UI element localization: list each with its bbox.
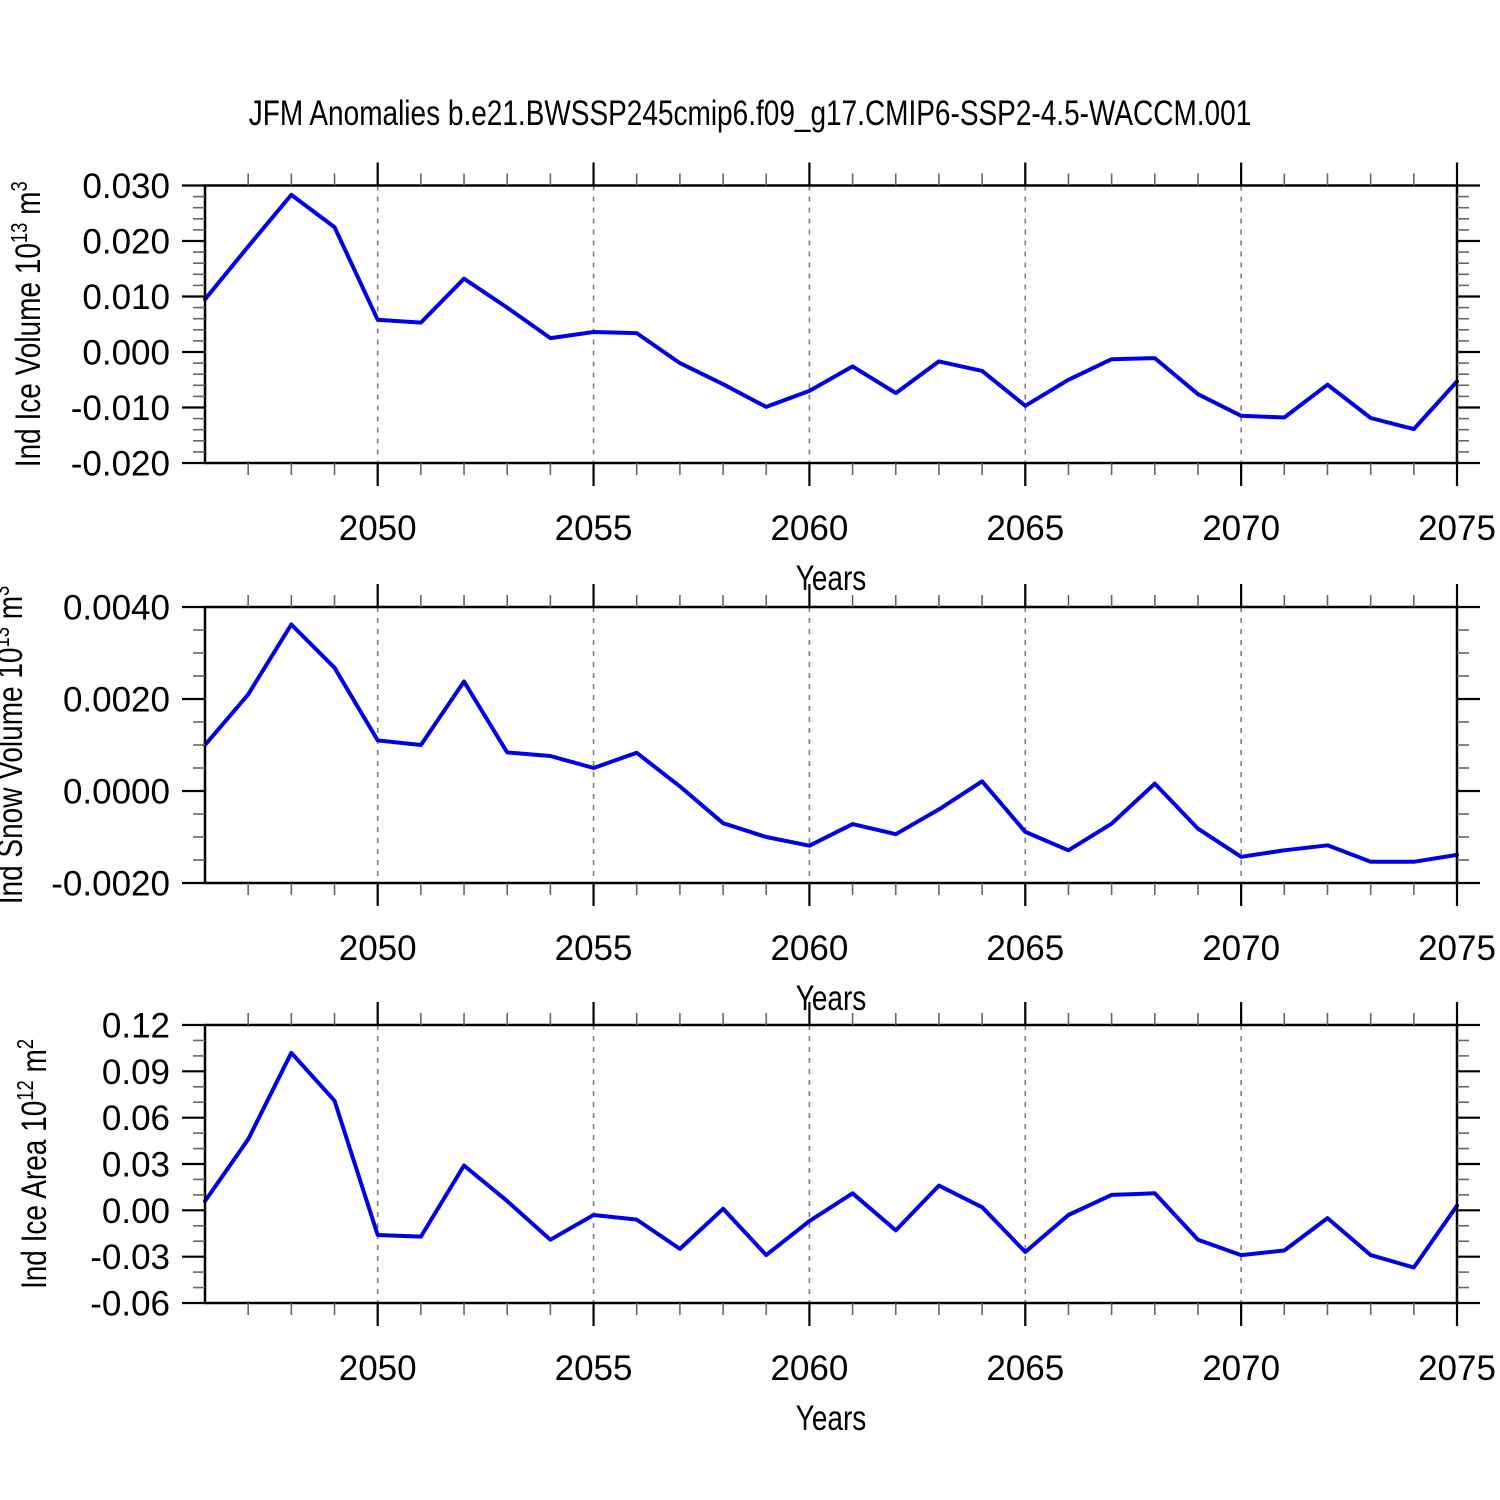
y-tick-label: -0.06 bbox=[90, 1285, 170, 1324]
x-axis-label: Years bbox=[796, 558, 867, 598]
y-axis-label-superscript: 13 bbox=[7, 223, 32, 243]
y-axis-label-superscript: 2 bbox=[13, 1039, 38, 1049]
y-tick-label: 0.020 bbox=[82, 223, 170, 262]
y-tick-label: 0.12 bbox=[102, 1007, 170, 1046]
y-axis-label-superscript: 12 bbox=[13, 1080, 38, 1100]
y-tick-label: 0.03 bbox=[102, 1146, 170, 1185]
plot-frame bbox=[203, 184, 1459, 465]
y-tick-label: 0.09 bbox=[102, 1053, 170, 1092]
y-tick-label: 0.030 bbox=[82, 167, 170, 206]
x-tick-label: 2055 bbox=[555, 1349, 633, 1388]
x-tick-label: 2055 bbox=[555, 929, 633, 968]
y-tick-label: -0.020 bbox=[71, 445, 170, 484]
y-tick-label: 0.0000 bbox=[63, 773, 170, 812]
y-axis-label-text: Ind Snow Volume 10 bbox=[0, 647, 30, 904]
x-tick-label: 2065 bbox=[986, 1349, 1064, 1388]
y-axis-label-text: m bbox=[14, 1049, 54, 1080]
data-line-series bbox=[203, 622, 1459, 864]
y-axis-label: Ind Ice Volume 1013 m3 bbox=[7, 181, 48, 467]
y-axis-label-text: m bbox=[0, 596, 30, 627]
page-title: JFM Anomalies b.e21.BWSSP245cmip6.f09_g1… bbox=[249, 93, 1252, 133]
y-tick-label: 0.06 bbox=[102, 1099, 170, 1138]
x-tick-label: 2065 bbox=[986, 929, 1064, 968]
y-tick-label: 0.00 bbox=[102, 1192, 170, 1231]
y-tick-label: -0.010 bbox=[71, 389, 170, 428]
x-tick-label: 2055 bbox=[555, 509, 633, 548]
x-tick-label: 2070 bbox=[1202, 509, 1280, 548]
x-tick-label: 2075 bbox=[1418, 929, 1496, 968]
x-tick-label: 2075 bbox=[1418, 1349, 1496, 1388]
data-line-series bbox=[203, 1050, 1459, 1270]
x-tick-label: 2060 bbox=[770, 929, 848, 968]
x-tick-label: 2050 bbox=[339, 509, 417, 548]
y-tick-label: -0.0020 bbox=[51, 865, 170, 904]
y-tick-label: -0.03 bbox=[90, 1238, 170, 1277]
x-tick-label: 2070 bbox=[1202, 1349, 1280, 1388]
y-tick-label: 0.0020 bbox=[63, 681, 170, 720]
x-tick-label: 2050 bbox=[339, 1349, 417, 1388]
y-tick-label: 0.0040 bbox=[63, 589, 170, 628]
x-tick-label: 2065 bbox=[986, 509, 1064, 548]
data-line-series bbox=[203, 192, 1459, 432]
y-axis-label-text: Ind Ice Volume 10 bbox=[8, 243, 48, 467]
x-tick-label: 2060 bbox=[770, 509, 848, 548]
y-tick-label: 0.010 bbox=[82, 278, 170, 317]
y-axis-label-superscript: 3 bbox=[0, 586, 15, 596]
panel-2: 0.0040 0.0020 0.0000 -0.0020 2050 2055 2060 206… bbox=[0, 584, 1496, 1018]
x-tick-label: 2075 bbox=[1418, 509, 1496, 548]
y-axis-label: Ind Snow Volume 1013 m3 bbox=[0, 586, 30, 905]
y-axis-label-superscript: 13 bbox=[0, 627, 15, 647]
x-tick-label: 2050 bbox=[339, 929, 417, 968]
y-axis-label: Ind Ice Area 1012 m2 bbox=[13, 1039, 54, 1289]
y-axis-label-superscript: 3 bbox=[7, 181, 32, 191]
y-tick-label: 0.000 bbox=[82, 334, 170, 373]
x-axis-label: Years bbox=[796, 978, 867, 1018]
panel-3: 0.12 0.09 0.06 0.03 0.00 -0.03 -0.06 2050 2055 20… bbox=[13, 1002, 1496, 1438]
y-axis-label-text: m bbox=[8, 192, 48, 223]
panel-1: 0.030 0.020 0.010 0.000 -0.010 -0.020 2050 2055… bbox=[7, 162, 1496, 598]
y-axis-label-text: Ind Ice Area 10 bbox=[14, 1101, 54, 1289]
x-tick-label: 2070 bbox=[1202, 929, 1280, 968]
x-tick-label: 2060 bbox=[770, 1349, 848, 1388]
x-axis-label: Years bbox=[796, 1398, 867, 1438]
